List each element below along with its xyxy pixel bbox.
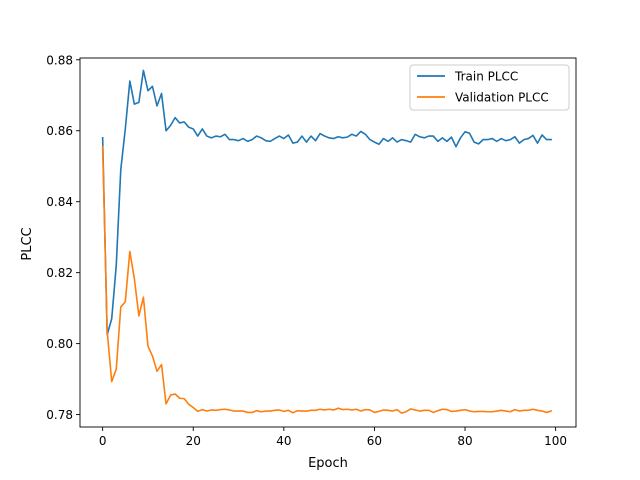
y-tick-label: 0.78 [46,408,73,422]
y-tick-label: 0.86 [46,124,73,138]
legend-label-validation-plcc: Validation PLCC [455,91,549,105]
x-tick-label: 20 [186,434,201,448]
y-tick-label: 0.80 [46,337,73,351]
x-tick-label: 60 [367,434,382,448]
x-tick-label: 0 [99,434,107,448]
legend-box [409,64,570,111]
x-tick-label: 40 [276,434,291,448]
x-tick-label: 80 [457,434,472,448]
y-tick-label: 0.84 [46,195,73,209]
y-tick-label: 0.82 [46,266,73,280]
x-tick-label: 100 [544,434,567,448]
y-tick-label: 0.88 [46,53,73,67]
legend: Train PLCC Validation PLCC [409,64,570,111]
series-line-validation-plcc [101,145,553,414]
y-axis-label: PLCC [20,227,35,260]
series-line-train-plcc [101,69,552,336]
plot-frame [79,57,577,428]
legend-label-train-plcc: Train PLCC [454,70,518,84]
series-layer [101,69,553,414]
x-axis-label: Epoch [308,456,348,471]
axes-layer: 0 20 40 60 80 100 0.78 0.80 0.82 0.84 0.86 0.88 [46,53,577,448]
